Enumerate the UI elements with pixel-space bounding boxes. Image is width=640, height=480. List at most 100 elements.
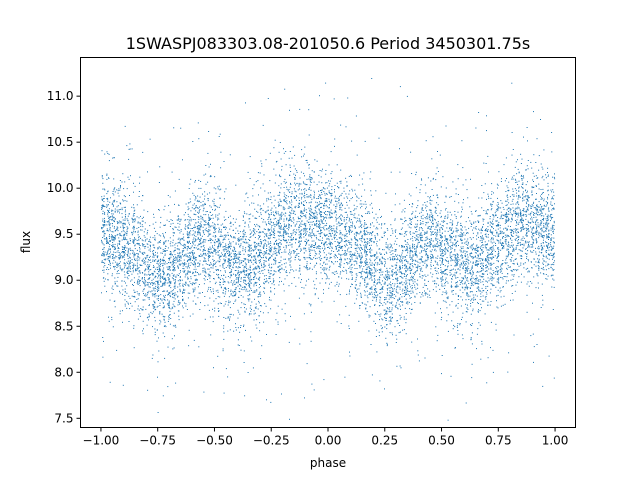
- scatter-point: [331, 212, 333, 214]
- scatter-point: [311, 246, 313, 247]
- scatter-point: [130, 240, 131, 241]
- scatter-point: [126, 188, 128, 190]
- scatter-point: [299, 193, 301, 195]
- scatter-point: [310, 194, 312, 196]
- scatter-point: [508, 250, 510, 252]
- scatter-point: [329, 245, 331, 247]
- scatter-point: [421, 208, 423, 210]
- scatter-point: [416, 256, 418, 258]
- scatter-point: [303, 287, 305, 289]
- scatter-point: [241, 271, 243, 273]
- scatter-point: [257, 211, 259, 213]
- scatter-point: [222, 278, 224, 280]
- scatter-point: [426, 248, 428, 250]
- scatter-point: [199, 309, 201, 310]
- scatter-point: [200, 215, 202, 217]
- scatter-point: [316, 198, 318, 199]
- scatter-point: [277, 223, 279, 225]
- scatter-point: [104, 285, 106, 287]
- scatter-point: [553, 230, 554, 232]
- scatter-point: [284, 178, 286, 180]
- scatter-point: [124, 252, 126, 254]
- scatter-point: [237, 239, 239, 241]
- scatter-point: [286, 219, 288, 221]
- scatter-point: [212, 235, 214, 237]
- scatter-point: [553, 225, 555, 227]
- scatter-point: [195, 235, 197, 237]
- scatter-point: [107, 198, 109, 200]
- scatter-point: [527, 160, 529, 161]
- scatter-point: [258, 215, 260, 217]
- scatter-point: [364, 227, 366, 229]
- scatter-point: [142, 290, 144, 292]
- scatter-point: [164, 248, 166, 249]
- scatter-point: [422, 275, 424, 277]
- scatter-point: [505, 212, 507, 214]
- scatter-point: [244, 226, 246, 228]
- scatter-point: [358, 247, 360, 249]
- scatter-point: [261, 217, 263, 219]
- scatter-point: [259, 255, 261, 257]
- scatter-point: [423, 233, 425, 235]
- scatter-point: [238, 297, 240, 298]
- scatter-point: [225, 271, 226, 273]
- scatter-point: [445, 269, 447, 271]
- scatter-point: [340, 248, 342, 249]
- scatter-point: [190, 262, 192, 264]
- scatter-point: [289, 202, 291, 204]
- scatter-point: [106, 205, 108, 207]
- scatter-point: [203, 391, 205, 393]
- scatter-point: [155, 293, 157, 294]
- scatter-point: [430, 257, 432, 259]
- scatter-point: [471, 244, 473, 246]
- scatter-point: [545, 255, 547, 257]
- scatter-point: [149, 264, 151, 266]
- scatter-point: [197, 238, 199, 240]
- scatter-point: [129, 247, 131, 249]
- scatter-point: [195, 222, 197, 224]
- scatter-point: [152, 250, 154, 252]
- scatter-point: [416, 231, 418, 233]
- scatter-point: [269, 237, 271, 239]
- scatter-point: [326, 187, 328, 189]
- scatter-point: [149, 248, 151, 250]
- scatter-point: [144, 299, 146, 301]
- scatter-point: [322, 237, 323, 239]
- scatter-point: [417, 220, 419, 222]
- scatter-point: [477, 283, 479, 285]
- scatter-point: [335, 227, 337, 229]
- scatter-point: [402, 246, 404, 248]
- scatter-point: [420, 238, 422, 240]
- scatter-point: [490, 283, 492, 285]
- scatter-point: [317, 297, 319, 299]
- scatter-point: [139, 270, 141, 272]
- scatter-point: [146, 295, 148, 297]
- scatter-point: [456, 286, 458, 288]
- scatter-point: [447, 296, 449, 298]
- scatter-point: [328, 228, 330, 230]
- scatter-point: [256, 243, 258, 245]
- scatter-point: [177, 252, 179, 254]
- scatter-point: [193, 227, 195, 228]
- scatter-point: [409, 273, 411, 274]
- scatter-point: [524, 262, 526, 264]
- scatter-point: [224, 238, 226, 240]
- scatter-point: [245, 236, 247, 238]
- scatter-point: [525, 190, 526, 192]
- scatter-point: [368, 266, 370, 267]
- scatter-point: [301, 223, 303, 225]
- scatter-point: [405, 278, 407, 280]
- scatter-point: [258, 232, 260, 234]
- scatter-point: [270, 209, 272, 211]
- scatter-point: [244, 200, 246, 202]
- scatter-point: [244, 310, 246, 312]
- scatter-point: [453, 230, 455, 232]
- scatter-point: [404, 307, 406, 309]
- scatter-point: [425, 232, 427, 234]
- scatter-point: [188, 202, 190, 204]
- scatter-point: [349, 351, 350, 353]
- scatter-point: [334, 231, 336, 233]
- scatter-point: [172, 296, 174, 298]
- scatter-point: [179, 289, 181, 291]
- scatter-point: [228, 246, 230, 248]
